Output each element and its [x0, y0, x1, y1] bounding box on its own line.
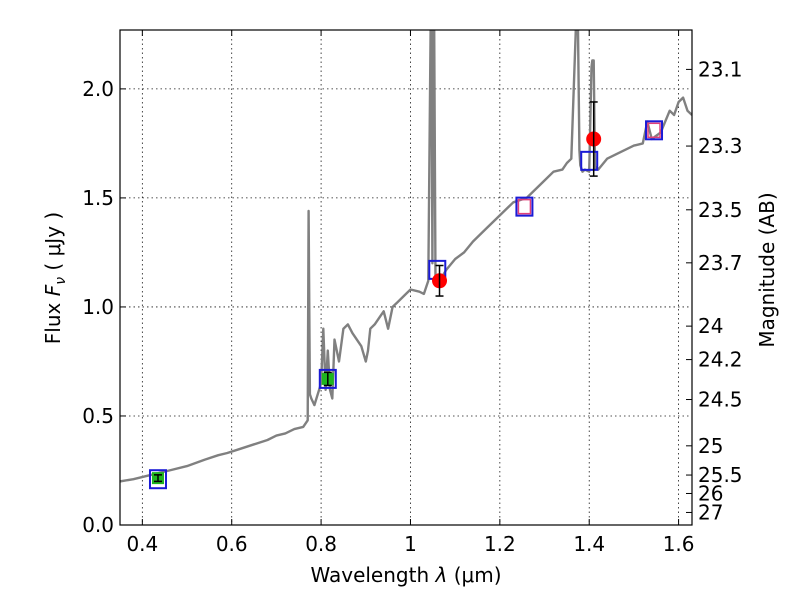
mag-tick-label: 25.5: [698, 463, 743, 487]
x-axis-title: Wavelength λ (μm): [310, 563, 501, 587]
y-tick-label: 1.0: [82, 295, 114, 319]
model-photometry-box: [148, 469, 167, 490]
y-tick-label: 1.5: [82, 186, 114, 210]
mag-tick-label: 23.3: [698, 134, 743, 158]
mag-tick-label: 23.7: [698, 251, 743, 275]
plot-area: [120, 30, 692, 483]
model-photometry-box: [580, 150, 599, 171]
y-tick-label: 0.0: [82, 513, 114, 537]
y-tick-label: 0.5: [82, 404, 114, 428]
x-tick-label: 0.6: [216, 532, 248, 556]
mag-tick-label: 25: [698, 434, 723, 458]
x-tick-label: 0.8: [305, 532, 337, 556]
x-tick-label: 1.2: [484, 532, 516, 556]
grid-lines: [120, 30, 692, 525]
x-tick-label: 1: [404, 532, 417, 556]
model-spectrum-line: [120, 30, 692, 483]
x-tick-label: 1.6: [663, 532, 695, 556]
mag-tick-label: 23.5: [698, 198, 743, 222]
mag-tick-label: 23.1: [698, 57, 743, 81]
mag-tick-label: 24.2: [698, 348, 743, 372]
upper-limit-box: [647, 122, 661, 139]
mag-tick-label: 26: [698, 481, 723, 505]
x-tick-label: 1.4: [573, 532, 605, 556]
mag-tick-label: 27: [698, 500, 723, 524]
y-axis-title: Flux Fν ( μJy ): [41, 212, 69, 344]
axis-ticks: 0.4 0.6 0.8 1 1.2 1.4 1.6 0.0 0.5 1.0 1.5 2.0 23.1 23…: [82, 30, 743, 556]
upper-limit-box: [517, 198, 532, 215]
y-tick-label: 2.0: [82, 77, 114, 101]
mag-tick-label: 24.5: [698, 388, 743, 412]
x-tick-label: 0.4: [126, 532, 158, 556]
y2-axis-title: Magnitude (AB): [755, 192, 779, 347]
data-markers: [148, 101, 664, 490]
model-photometry-box: [515, 196, 534, 217]
mag-tick-label: 24: [698, 314, 723, 338]
model-photometry-box: [645, 120, 664, 141]
plot-frame: [119, 29, 693, 526]
model-photometry-box: [318, 368, 337, 389]
